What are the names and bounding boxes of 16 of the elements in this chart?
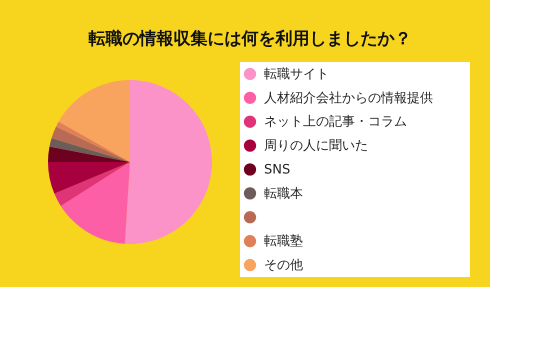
chart-title: 転職の情報収集には何を利用しましたか？: [88, 29, 412, 49]
pie-slice: [54, 162, 130, 206]
legend-label: SNS: [264, 162, 290, 178]
pie-slice: [48, 146, 130, 162]
legend-label: 周りの人に聞いた: [264, 138, 368, 154]
legend-label: その他: [264, 258, 303, 274]
legend-label: ネット上の記事・コラム: [264, 114, 407, 130]
legend-label: 転職サイト: [264, 66, 329, 82]
pie-slice: [48, 162, 130, 194]
pie-slice: [58, 80, 130, 162]
legend-label: 転職本: [264, 186, 303, 202]
pie-slice: [49, 138, 130, 162]
legend-label: 人材紹介会社からの情報提供: [264, 90, 433, 106]
pie-slice: [124, 80, 212, 244]
pie-slice: [60, 162, 130, 244]
legend-label: 転職塾: [264, 234, 303, 250]
